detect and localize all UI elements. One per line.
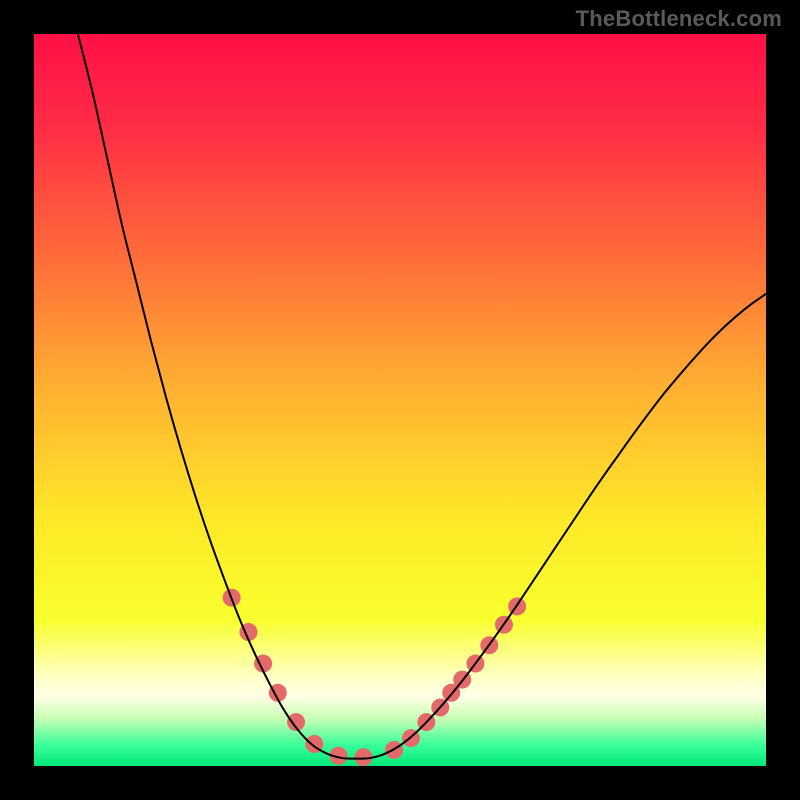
- gradient-background: [34, 34, 766, 766]
- watermark-text: TheBottleneck.com: [576, 6, 782, 32]
- chart-frame: TheBottleneck.com: [0, 0, 800, 800]
- bottleneck-chart-svg: [34, 34, 766, 766]
